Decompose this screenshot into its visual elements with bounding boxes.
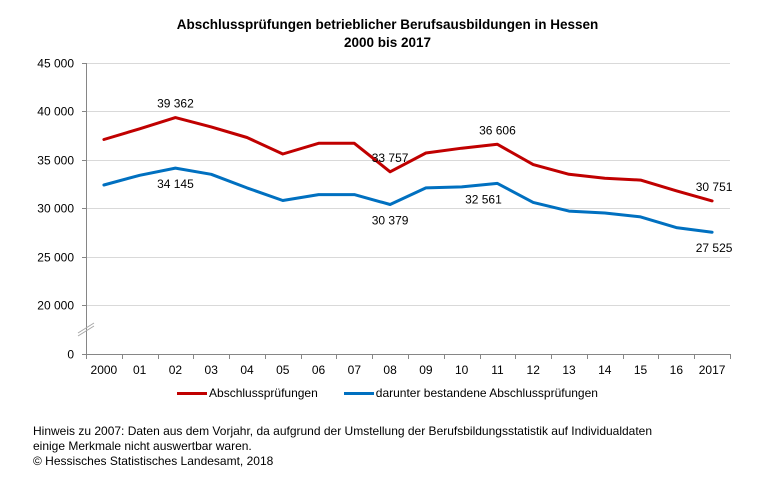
y-tick-label: 25 000: [37, 251, 74, 265]
x-tick-label: 2000: [91, 363, 118, 377]
data-label: 33 757: [372, 151, 409, 165]
x-tick-label: 14: [598, 363, 612, 377]
x-tick-label: 08: [383, 363, 397, 377]
y-tick-label: 20 000: [37, 299, 74, 313]
y-tick-label: 45 000: [37, 57, 74, 71]
series-lines: [102, 116, 714, 234]
y-tick-label: 35 000: [37, 154, 74, 168]
x-tick-label: 03: [205, 363, 219, 377]
x-tick-label: 09: [419, 363, 433, 377]
chart-subtitle: 2000 bis 2017: [343, 35, 432, 50]
legend-label: darunter bestandene Abschlussprüfungen: [375, 386, 598, 400]
chart-title: Abschlussprüfungen betrieblicher Berufsa…: [0, 16, 775, 52]
footnote-line: einige Merkmale nicht auswertbar waren.: [33, 439, 252, 453]
x-tick-label: 02: [169, 363, 183, 377]
gridlines: [86, 63, 730, 306]
data-label: 30 379: [372, 214, 409, 228]
data-labels: 39 362 33 757 36 606 30 751 34 145 30 379 32 5…: [157, 97, 733, 256]
x-tick-label: 13: [562, 363, 576, 377]
x-tick-label: 01: [133, 363, 147, 377]
data-label: 32 561: [465, 192, 502, 206]
series-line-abschlusspruefungen: [102, 116, 714, 203]
x-tick-label: 05: [276, 363, 290, 377]
x-tick-label: 12: [527, 363, 541, 377]
x-tick-label: 15: [634, 363, 648, 377]
y-tick-label: 30 000: [37, 202, 74, 216]
axis-break-mark: [77, 322, 95, 334]
data-label: 36 606: [479, 123, 516, 137]
legend-label: Abschlussprüfungen: [209, 386, 318, 400]
x-tick-label: 04: [240, 363, 254, 377]
x-tick-label: 2017: [699, 363, 726, 377]
legend-swatch-blue: [343, 391, 374, 395]
legend-item-abschlusspruefungen: Abschlussprüfungen: [177, 386, 318, 400]
x-tick-label: 07: [348, 363, 362, 377]
y-axis-ticks: 0 20 000 25 000 30 000 35 000 40 000 45 000: [37, 57, 86, 362]
data-label: 30 751: [696, 180, 733, 194]
data-label: 34 145: [157, 177, 194, 191]
x-axis-ticks: 2000 01 02 03 04 05 06 07 08 09 10 11 12 13 14 15 16 2017: [86, 354, 731, 377]
legend-swatch-red: [177, 391, 208, 395]
footnote-line: © Hessisches Statistisches Landesamt, 20…: [33, 454, 274, 468]
chart-title-main: Abschlussprüfungen betrieblicher Berufsa…: [176, 17, 599, 32]
y-tick-label: 0: [67, 348, 74, 362]
x-tick-label: 11: [491, 363, 504, 377]
axis-break-mark: [77, 325, 95, 337]
data-label: 27 525: [696, 241, 733, 255]
series-line-bestandene: [102, 166, 714, 234]
x-tick-label: 16: [670, 363, 684, 377]
y-tick-label: 40 000: [37, 105, 74, 119]
legend-item-bestandene: darunter bestandene Abschlussprüfungen: [343, 386, 598, 400]
data-label: 39 362: [157, 97, 194, 111]
footnote-line: Hinweis zu 2007: Daten aus dem Vorjahr, …: [33, 424, 653, 438]
legend: Abschlussprüfungen darunter bestandene A…: [0, 386, 775, 400]
footnote: Hinweis zu 2007: Daten aus dem Vorjahr, …: [33, 424, 652, 469]
x-tick-label: 10: [455, 363, 469, 377]
x-tick-label: 06: [312, 363, 326, 377]
